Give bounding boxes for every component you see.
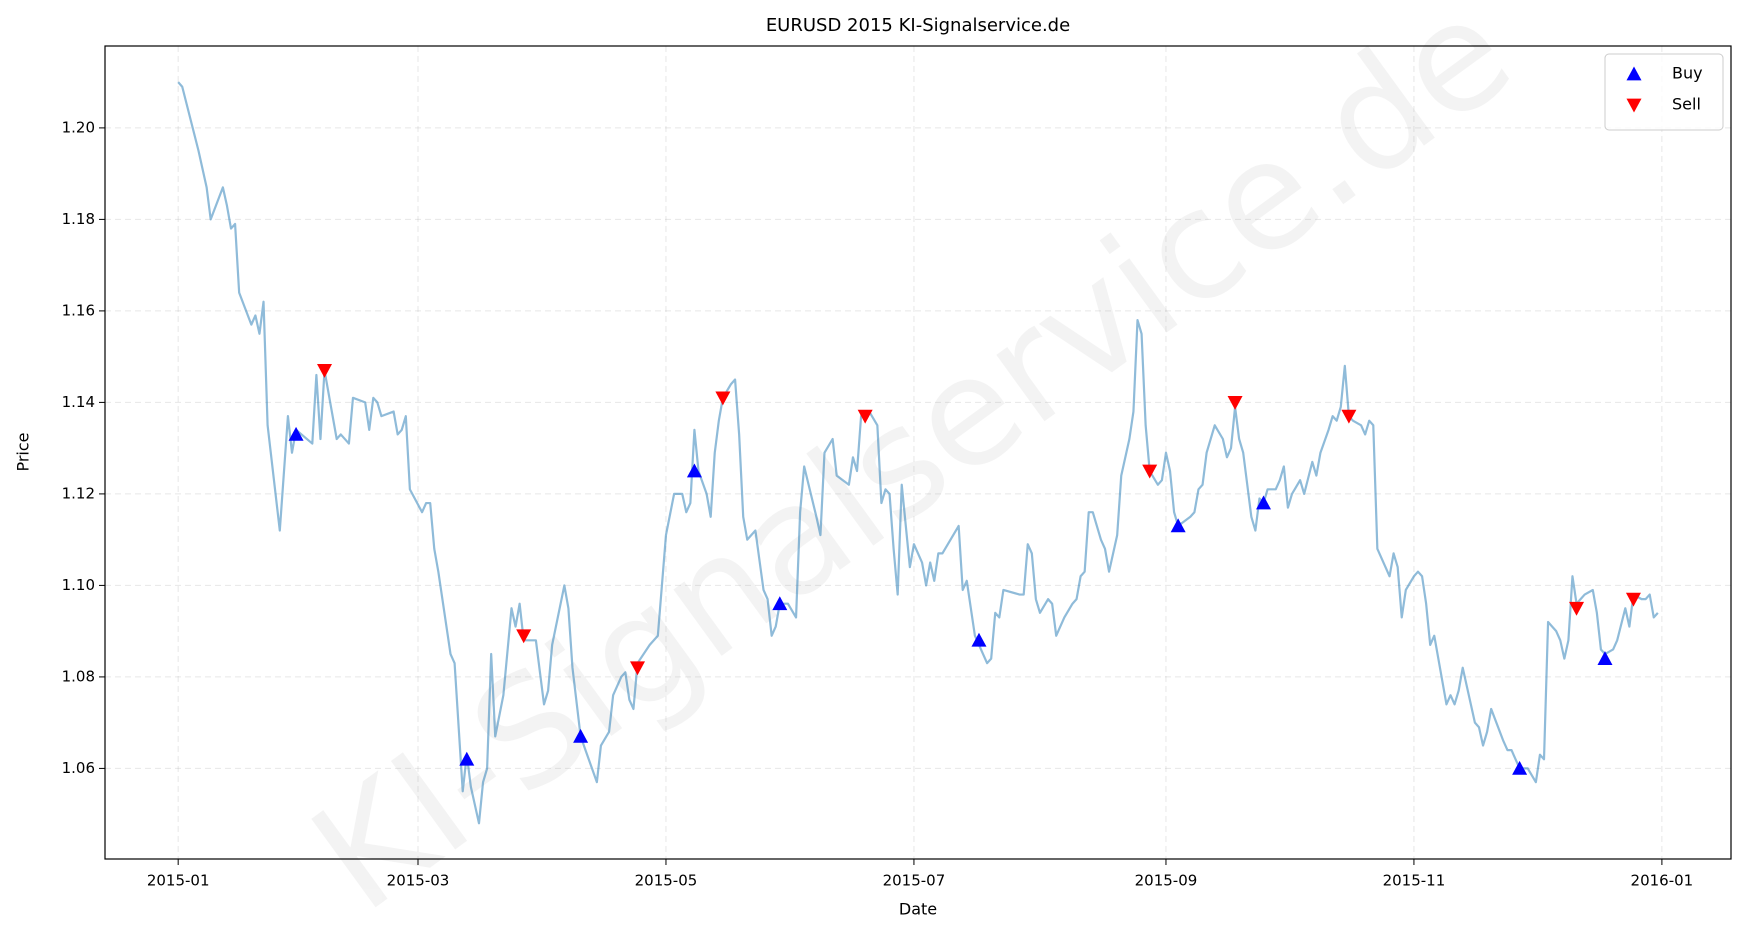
legend-marker xyxy=(1626,98,1642,113)
y-axis-label: Price xyxy=(14,432,33,471)
x-tick-label: 2015-07 xyxy=(883,872,946,890)
signal-marker xyxy=(288,426,304,441)
x-tick-label: 2015-11 xyxy=(1383,872,1446,890)
axes-frame xyxy=(104,45,1732,860)
chart-title: EURUSD 2015 KI-Signalservice.de xyxy=(766,15,1070,36)
signal-marker xyxy=(1512,760,1528,775)
legend-box xyxy=(1604,53,1724,131)
signal-marker xyxy=(630,661,646,676)
signal-marker xyxy=(1170,518,1186,533)
signal-marker xyxy=(971,632,987,647)
signal-marker xyxy=(1569,601,1585,616)
y-tick-label: 1.20 xyxy=(62,118,95,136)
signal-marker xyxy=(686,463,702,478)
y-tick-label: 1.10 xyxy=(62,576,95,594)
signal-marker xyxy=(715,391,731,406)
signal-marker xyxy=(516,629,532,644)
signal-marker xyxy=(1341,409,1357,424)
signal-marker xyxy=(1142,464,1158,479)
signal-marker xyxy=(1256,495,1272,510)
x-tick-label: 2015-01 xyxy=(147,872,210,890)
y-tick-label: 1.06 xyxy=(62,759,95,777)
signal-marker xyxy=(857,409,873,424)
x-tick-label: 2015-03 xyxy=(387,872,450,890)
signal-marker xyxy=(772,596,788,611)
legend-label: Sell xyxy=(1672,95,1701,114)
x-tick-label: 2016-01 xyxy=(1631,872,1694,890)
signal-marker xyxy=(573,728,589,743)
signal-marker xyxy=(1625,592,1641,607)
signal-marker xyxy=(317,364,333,378)
signal-marker xyxy=(459,751,475,766)
signal-marker xyxy=(1597,651,1613,665)
y-tick-label: 1.18 xyxy=(62,210,95,228)
x-tick-label: 2015-05 xyxy=(635,872,698,890)
y-tick-label: 1.16 xyxy=(62,301,95,319)
signal-marker xyxy=(1227,396,1243,410)
y-tick-label: 1.14 xyxy=(62,393,95,411)
y-tick-label: 1.12 xyxy=(62,484,95,502)
x-axis-label: Date xyxy=(899,900,937,919)
y-tick-label: 1.08 xyxy=(62,667,95,685)
legend-marker xyxy=(1626,66,1642,81)
legend-label: Buy xyxy=(1672,64,1703,83)
x-tick-label: 2015-09 xyxy=(1135,872,1198,890)
